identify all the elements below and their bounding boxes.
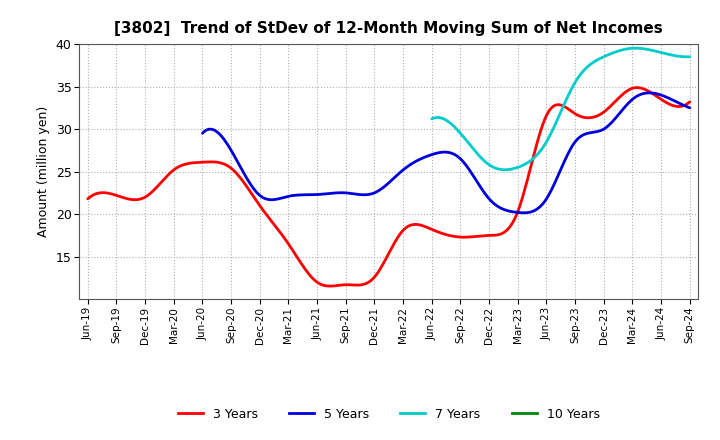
7 Years bbox=[647, 48, 655, 53]
3 Years bbox=[86, 194, 94, 200]
7 Years bbox=[631, 45, 640, 51]
3 Years bbox=[325, 283, 334, 289]
5 Years bbox=[198, 131, 207, 136]
Legend: 3 Years, 5 Years, 7 Years, 10 Years: 3 Years, 5 Years, 7 Years, 10 Years bbox=[173, 403, 605, 425]
Y-axis label: Amount (million yen): Amount (million yen) bbox=[37, 106, 50, 237]
3 Years bbox=[454, 234, 462, 239]
Line: 5 Years: 5 Years bbox=[202, 93, 690, 213]
3 Years bbox=[633, 85, 642, 90]
3 Years bbox=[685, 99, 694, 104]
7 Years bbox=[663, 51, 672, 57]
Title: [3802]  Trend of StDev of 12-Month Moving Sum of Net Incomes: [3802] Trend of StDev of 12-Month Moving… bbox=[114, 21, 663, 36]
3 Years bbox=[442, 232, 451, 237]
5 Years bbox=[496, 205, 505, 211]
5 Years bbox=[644, 90, 653, 95]
5 Years bbox=[685, 105, 694, 110]
7 Years bbox=[428, 116, 437, 121]
7 Years bbox=[582, 65, 590, 70]
7 Years bbox=[501, 167, 510, 172]
5 Years bbox=[487, 198, 495, 203]
7 Years bbox=[685, 54, 694, 59]
7 Years bbox=[581, 66, 590, 71]
7 Years bbox=[586, 62, 595, 67]
5 Years bbox=[488, 200, 497, 205]
5 Years bbox=[199, 129, 208, 134]
5 Years bbox=[642, 91, 650, 96]
3 Years bbox=[84, 196, 92, 202]
5 Years bbox=[611, 116, 619, 121]
3 Years bbox=[444, 232, 452, 238]
7 Years bbox=[428, 116, 436, 121]
5 Years bbox=[519, 210, 528, 216]
Line: 3 Years: 3 Years bbox=[88, 88, 690, 286]
3 Years bbox=[593, 113, 601, 118]
Line: 7 Years: 7 Years bbox=[432, 48, 690, 170]
3 Years bbox=[631, 85, 640, 90]
